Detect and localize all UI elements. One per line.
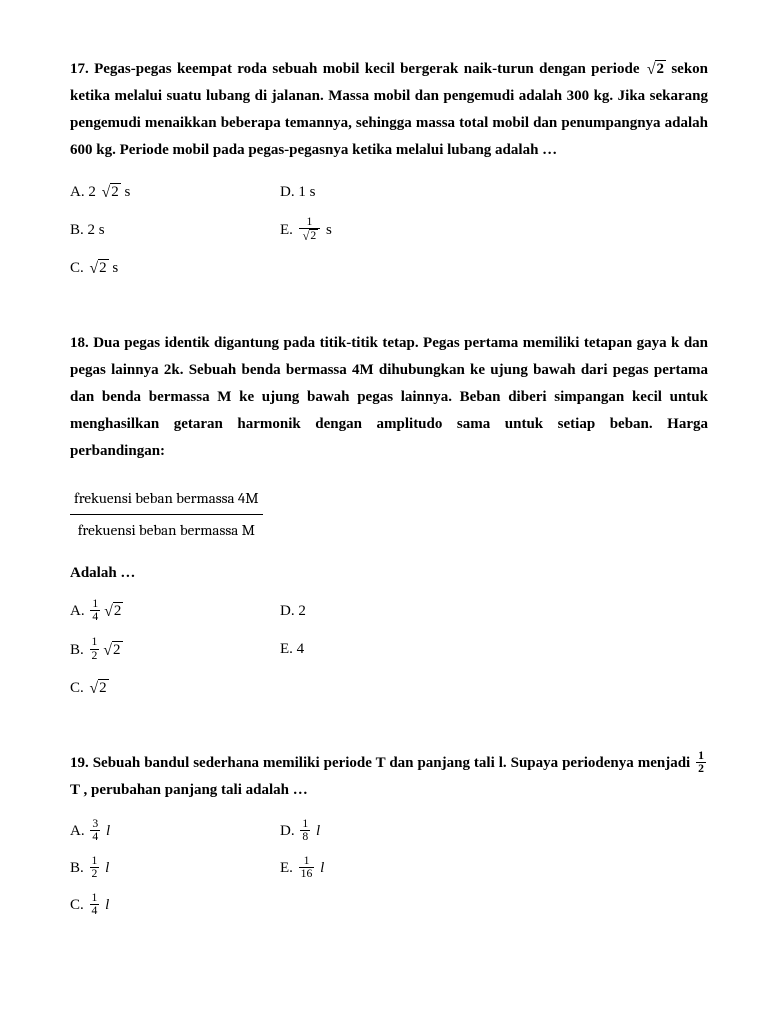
q18-opt-a: A. 142	[70, 597, 280, 625]
question-19: 19. Sebuah bandul sederhana memiliki per…	[70, 750, 708, 919]
q18-ratio-den: frekuensi beban bermassa M	[70, 515, 263, 544]
q17-text: 17. Pegas-pegas keempat roda sebuah mobi…	[70, 55, 708, 164]
q17-opt-e: E. 12 s	[280, 217, 332, 244]
q19-opt-a: A. 34 l	[70, 818, 280, 845]
q18-body: Dua pegas identik digantung pada titik-t…	[70, 335, 708, 459]
question-17: 17. Pegas-pegas keempat roda sebuah mobi…	[70, 55, 708, 282]
q17-part1: Pegas-pegas keempat roda sebuah mobil ke…	[94, 61, 645, 77]
q19-text: 19. Sebuah bandul sederhana memiliki per…	[70, 750, 708, 804]
q18-opt-d: D. 2	[280, 598, 306, 625]
q17-opt-d: D. 1 s	[280, 179, 315, 206]
q19-options: A. 34 l D. 18 l B. 12 l E. 116 l C. 14 l	[70, 818, 708, 919]
q17-opt-c: C. 2 s	[70, 254, 280, 282]
q18-opt-e: E. 4	[280, 636, 304, 663]
q18-ratio-num: frekuensi beban bermassa 4M	[70, 485, 263, 515]
q18-num: 18.	[70, 335, 89, 351]
q19-part2: T , perubahan panjang tali adalah …	[70, 782, 308, 798]
q17-opt-b: B. 2 s	[70, 217, 280, 244]
q18-opt-b: B. 122	[70, 636, 280, 664]
q19-opt-c: C. 14 l	[70, 892, 280, 919]
q18-ratio: frekuensi beban bermassa 4M frekuensi be…	[70, 485, 263, 544]
q18-opt-c: C. 2	[70, 674, 280, 702]
q17-sqrt: 2	[645, 55, 666, 83]
q18-adalah: Adalah …	[70, 560, 708, 587]
q19-opt-b: B. 12 l	[70, 855, 280, 882]
q17-opt-a: A. 2 2 s	[70, 178, 280, 206]
q17-options: A. 2 2 s D. 1 s B. 2 s E. 12 s C. 2 s	[70, 178, 708, 282]
q18-options: A. 142 D. 2 B. 122 E. 4 C. 2	[70, 597, 708, 702]
q19-num: 19.	[70, 755, 89, 771]
q19-part1: Sebuah bandul sederhana memiliki periode…	[93, 755, 694, 771]
question-18: 18. Dua pegas identik digantung pada tit…	[70, 330, 708, 702]
q18-text: 18. Dua pegas identik digantung pada tit…	[70, 330, 708, 465]
q19-opt-e: E. 116 l	[280, 855, 324, 882]
q19-opt-d: D. 18 l	[280, 818, 320, 845]
q17-num: 17.	[70, 61, 89, 77]
